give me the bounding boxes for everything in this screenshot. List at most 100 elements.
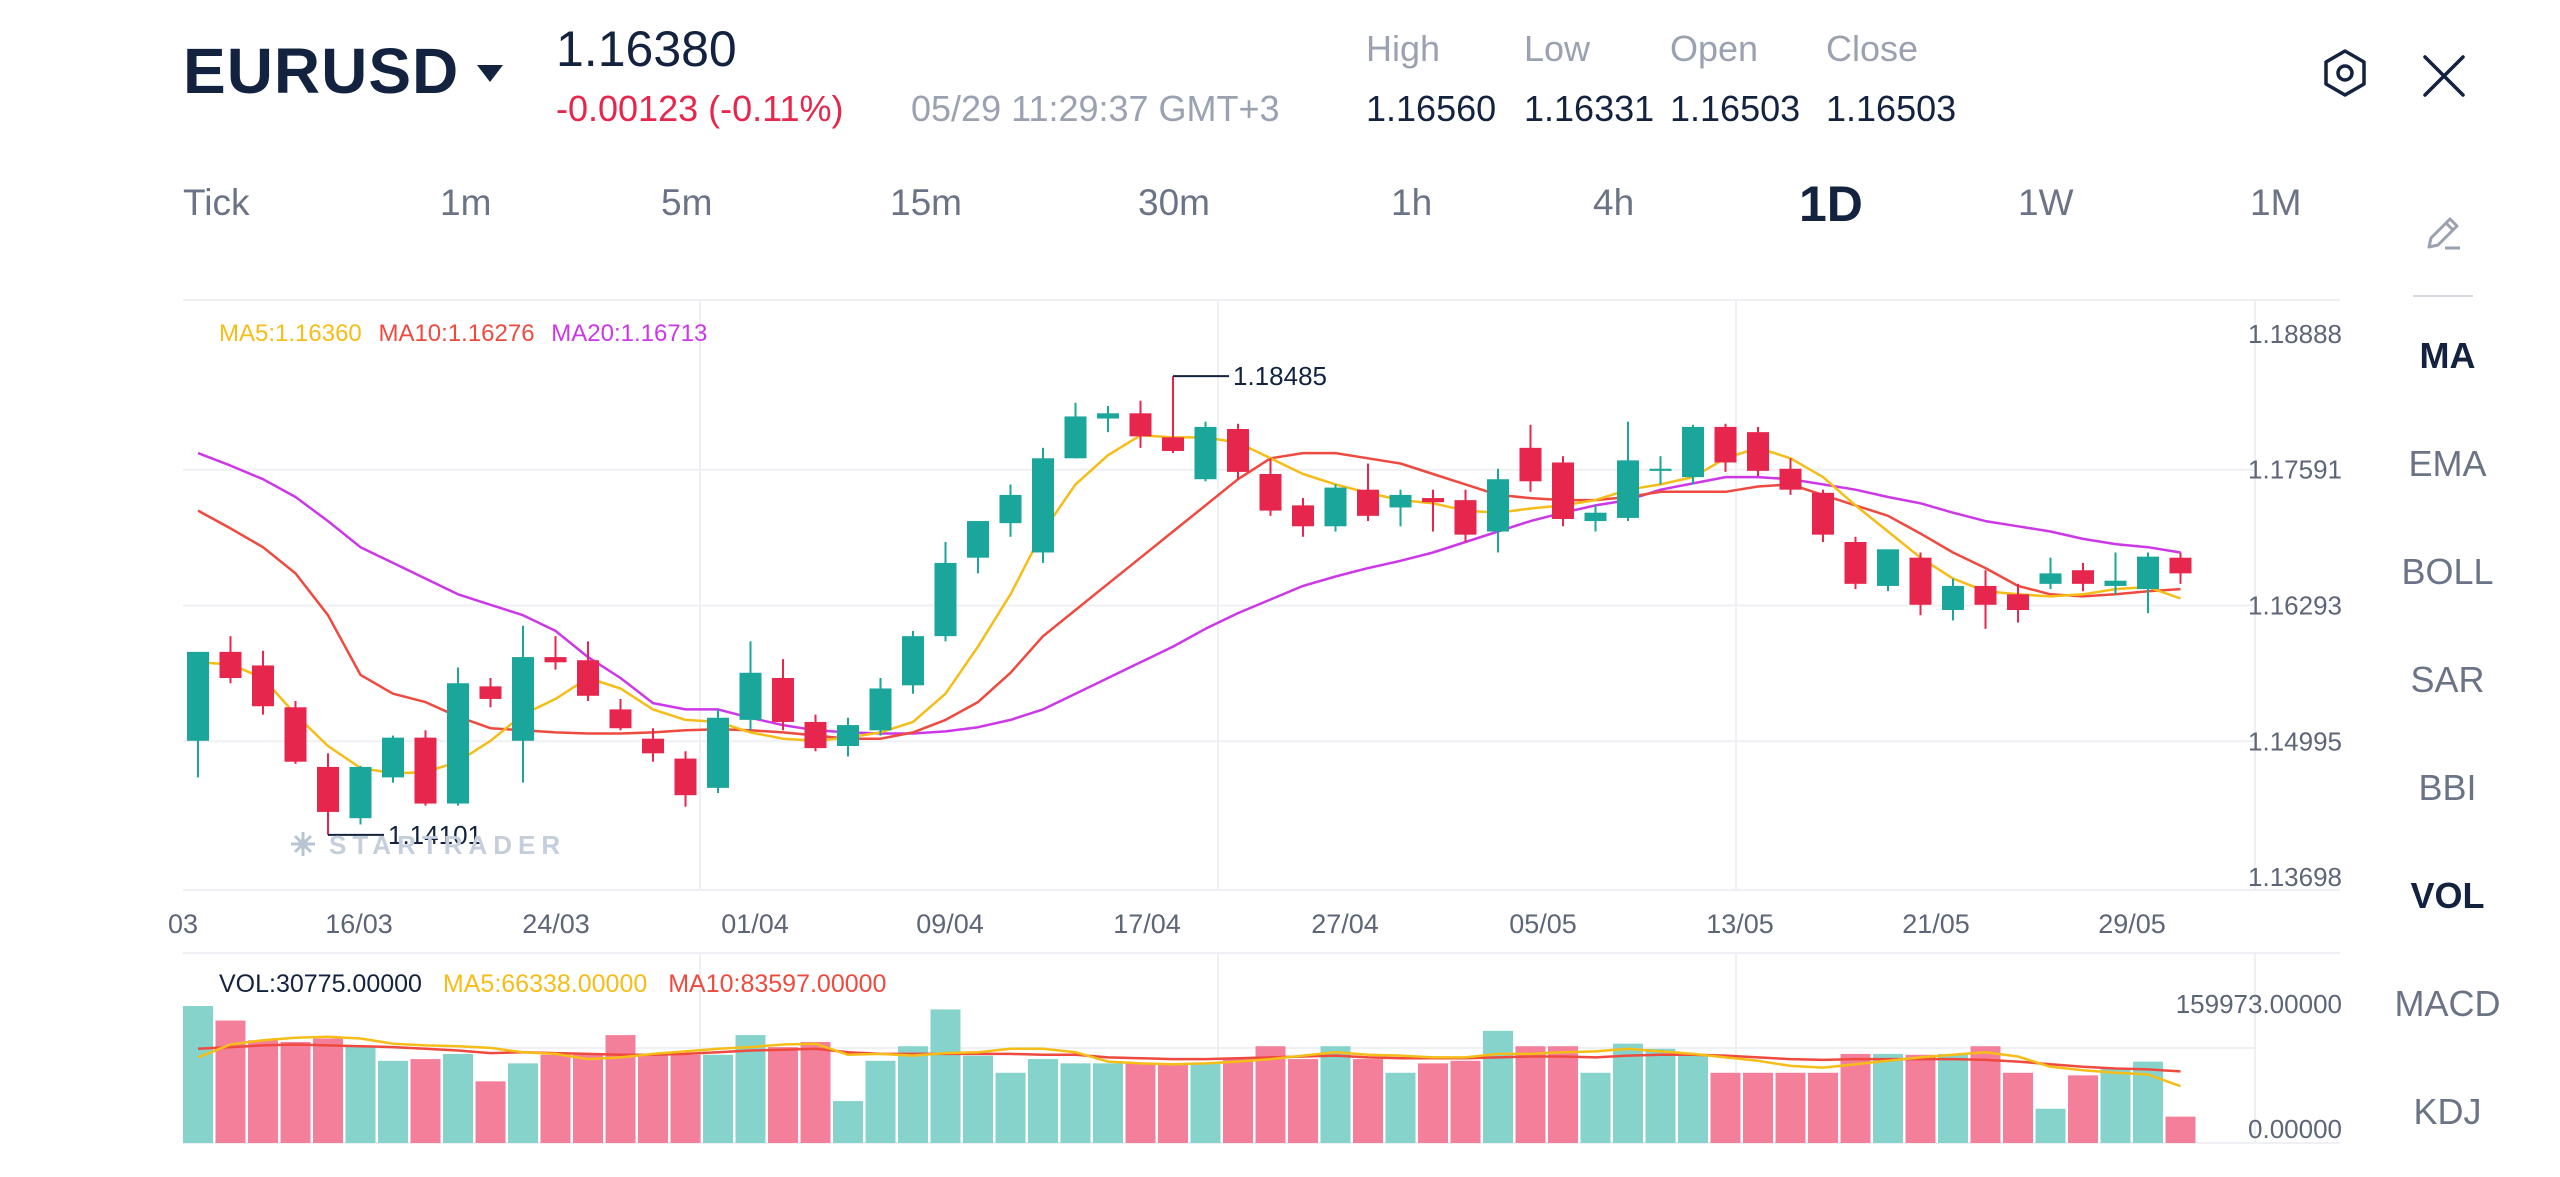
- candle-body: [609, 709, 632, 729]
- volume-bar: [1905, 1054, 1936, 1143]
- candle-body: [1227, 428, 1249, 472]
- indicator-macd[interactable]: MACD: [2394, 983, 2501, 1024]
- indicator-boll[interactable]: BOLL: [2401, 551, 2494, 592]
- candle-body: [1747, 432, 1769, 471]
- tab-1h[interactable]: 1h: [1391, 182, 1433, 223]
- tab-15m[interactable]: 15m: [890, 182, 962, 223]
- candle-body: [1552, 462, 1574, 519]
- candle: [1909, 552, 1932, 616]
- candle: [187, 651, 209, 778]
- candle-body: [2039, 573, 2062, 584]
- x-axis-label: 24/03: [522, 909, 590, 939]
- candle: [1194, 421, 1217, 482]
- low-label: Low: [1524, 28, 1591, 69]
- y-axis-label: 1.16293: [2248, 591, 2342, 621]
- pencil-icon[interactable]: [2423, 213, 2463, 258]
- volume-bar: [800, 1041, 831, 1143]
- tab-tick[interactable]: Tick: [183, 182, 250, 223]
- candle-body: [1487, 479, 1509, 532]
- indicator-ema[interactable]: EMA: [2408, 443, 2487, 484]
- candle-body: [1519, 447, 1542, 482]
- volume-bar: [2003, 1072, 2033, 1143]
- volume-bar: [215, 1020, 246, 1143]
- volume-bar: [2100, 1068, 2131, 1143]
- indicator-kdj[interactable]: KDJ: [2413, 1091, 2482, 1132]
- legend-ma10: MA10:1.16276: [378, 320, 535, 347]
- volume-bar: [1483, 1030, 1513, 1143]
- tab-1mo[interactable]: 1M: [2250, 182, 2302, 223]
- volume-bar: [1580, 1072, 1611, 1143]
- volume-bar: [2165, 1116, 2196, 1143]
- volume-bar: [1418, 1063, 1448, 1143]
- tab-1m[interactable]: 1m: [440, 182, 492, 223]
- x-axis-label: 21/05: [1902, 909, 1970, 939]
- indicator-ma[interactable]: MA: [2419, 335, 2476, 376]
- tab-30m[interactable]: 30m: [1138, 182, 1210, 223]
- candle: [577, 641, 599, 702]
- y-axis-label: 1.14995: [2248, 726, 2342, 756]
- candle-body: [1097, 413, 1119, 419]
- candle: [1584, 505, 1607, 532]
- candle-body: [317, 766, 339, 812]
- volume-bar: [443, 1053, 473, 1143]
- hexagon-gear-icon[interactable]: [2320, 48, 2370, 103]
- chevron-down-icon[interactable]: [477, 64, 504, 82]
- candle: [1552, 456, 1574, 527]
- tab-4h[interactable]: 4h: [1593, 182, 1635, 223]
- candle-body: [1194, 426, 1217, 480]
- candle-body: [1324, 487, 1347, 527]
- x-axis-label: 09/04: [916, 909, 984, 939]
- volume-bar: [475, 1081, 506, 1143]
- y-axis-label: 1.13698: [2248, 862, 2342, 892]
- x-axis-label: 27/04: [1311, 909, 1379, 939]
- symbol-name: EURUSD: [183, 35, 460, 107]
- candle-body: [1779, 468, 1802, 490]
- legend-ma5: MA5:1.16360: [219, 320, 362, 347]
- candle-body: [1617, 460, 1639, 518]
- volume-bar: [1450, 1060, 1481, 1143]
- indicator-vol[interactable]: VOL: [2410, 875, 2485, 916]
- candle-body: [284, 707, 307, 762]
- candle: [837, 717, 859, 757]
- close-label: Close: [1826, 28, 1919, 69]
- star-logo-icon: [291, 832, 315, 856]
- candle-body: [1454, 500, 1477, 535]
- candle: [1974, 570, 1997, 629]
- min-annotation-label: 1.14101: [388, 820, 482, 850]
- candle-body: [512, 657, 534, 741]
- vol-axis-label: 159973.00000: [2176, 989, 2342, 1019]
- low-value: 1.16331: [1524, 88, 1655, 129]
- candle-body: [349, 766, 372, 819]
- volume-bar: [605, 1035, 636, 1143]
- indicator-bbi[interactable]: BBI: [2418, 767, 2477, 808]
- candle-body: [707, 717, 729, 788]
- candle: [1877, 549, 1899, 592]
- volume-bar: [1060, 1063, 1091, 1143]
- candle: [967, 521, 989, 574]
- symbol-selector[interactable]: EURUSD: [183, 34, 504, 108]
- indicator-sar[interactable]: SAR: [2410, 659, 2485, 700]
- candle-body: [1942, 585, 1964, 610]
- candle: [1227, 423, 1249, 480]
- close-icon[interactable]: [2422, 54, 2466, 103]
- axis-labels: 1.18888 1.17591 1.16293 1.14995 1.13698 03 16/…: [168, 319, 2342, 1144]
- tab-5m[interactable]: 5m: [661, 182, 713, 223]
- tab-1d[interactable]: 1D: [1799, 176, 1863, 232]
- tab-1w[interactable]: 1W: [2018, 182, 2074, 223]
- candle: [512, 625, 534, 783]
- volume-bar: [1028, 1059, 1058, 1143]
- volume-bar: [1970, 1046, 2001, 1143]
- candle: [1259, 458, 1282, 516]
- candle-body: [577, 660, 599, 696]
- volume-bar: [768, 1047, 798, 1143]
- ma5-line: [197, 434, 2181, 775]
- volume-bar: [963, 1055, 993, 1143]
- candle: [1519, 424, 1542, 492]
- legend-vol-ma5: MA5:66338.00000: [442, 970, 648, 998]
- candle-body: [772, 678, 794, 722]
- volume-bar: [995, 1072, 1026, 1143]
- candle-body: [837, 725, 859, 747]
- volume-bar: [735, 1035, 766, 1143]
- x-axis-label: 13/05: [1706, 909, 1774, 939]
